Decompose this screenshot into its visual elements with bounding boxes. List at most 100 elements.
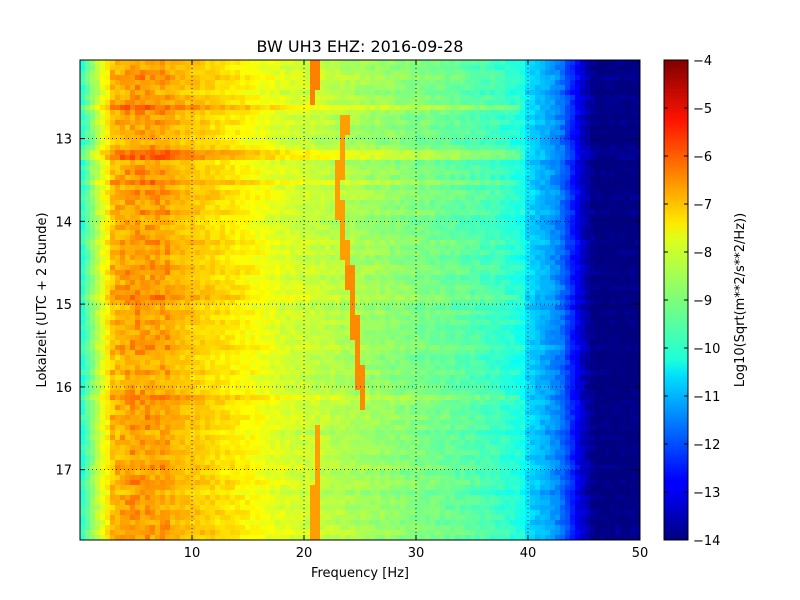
- heatmap-cell: [435, 135, 441, 141]
- heatmap-cell: [425, 85, 431, 91]
- heatmap-cell: [415, 220, 421, 226]
- heatmap-cell: [475, 225, 481, 231]
- heatmap-cell: [490, 235, 496, 241]
- heatmap-cell: [335, 130, 341, 136]
- heatmap-cell: [610, 100, 616, 106]
- heatmap-cell: [425, 175, 431, 181]
- heatmap-cell: [175, 175, 181, 181]
- heatmap-cell: [180, 185, 186, 191]
- heatmap-cell: [610, 110, 616, 116]
- heatmap-cell: [190, 265, 196, 271]
- heatmap-cell: [180, 255, 186, 261]
- heatmap-cell: [485, 75, 491, 81]
- heatmap-cell: [325, 160, 331, 166]
- heatmap-cell: [285, 105, 291, 111]
- heatmap-cell: [145, 205, 151, 211]
- heatmap-cell: [375, 130, 381, 136]
- heatmap-cell: [190, 110, 196, 116]
- heatmap-cell: [575, 265, 581, 271]
- heatmap-cell: [605, 260, 611, 266]
- heatmap-cell: [215, 95, 221, 101]
- heatmap-cell: [400, 245, 406, 251]
- heatmap-cell: [360, 85, 366, 91]
- heatmap-cell: [110, 185, 116, 191]
- heatmap-cell: [450, 225, 456, 231]
- heatmap-cell: [215, 120, 221, 126]
- heatmap-cell: [635, 260, 640, 266]
- heatmap-cell: [525, 140, 531, 146]
- heatmap-cell: [380, 255, 386, 261]
- heatmap-cell: [160, 75, 166, 81]
- heatmap-cell: [580, 225, 586, 231]
- heatmap-cell: [160, 175, 166, 181]
- heatmap-cell: [175, 115, 181, 121]
- heatmap-cell: [420, 200, 426, 206]
- heatmap-cell: [100, 115, 106, 121]
- heatmap-cell: [210, 145, 216, 151]
- heatmap-cell: [235, 150, 241, 156]
- heatmap-cell: [555, 190, 561, 196]
- heatmap-cell: [190, 240, 196, 246]
- heatmap-cell: [450, 150, 456, 156]
- heatmap-cell: [595, 110, 601, 116]
- heatmap-cell: [275, 250, 281, 256]
- heatmap-cell: [490, 130, 496, 136]
- heatmap-cell: [275, 150, 281, 156]
- heatmap-cell: [560, 165, 566, 171]
- heatmap-cell: [325, 85, 331, 91]
- heatmap-cell: [460, 245, 466, 251]
- heatmap-cell: [230, 70, 236, 76]
- heatmap-cell: [325, 170, 331, 176]
- heatmap-cell: [220, 90, 226, 96]
- heatmap-cell: [515, 240, 521, 246]
- heatmap-cell: [90, 265, 96, 271]
- heatmap-cell: [100, 170, 106, 176]
- heatmap-cell: [325, 270, 331, 276]
- heatmap-cell: [240, 225, 246, 231]
- heatmap-cell: [345, 80, 351, 86]
- heatmap-cell: [85, 190, 91, 196]
- heatmap-cell: [605, 210, 611, 216]
- heatmap-cell: [275, 245, 281, 251]
- heatmap-cell: [430, 160, 436, 166]
- heatmap-cell: [130, 75, 136, 81]
- heatmap-cell: [145, 195, 151, 201]
- heatmap-cell: [170, 80, 176, 86]
- heatmap-cell: [570, 260, 576, 266]
- heatmap-cell: [585, 190, 591, 196]
- heatmap-cell: [375, 60, 381, 66]
- heatmap-cell: [455, 220, 461, 226]
- heatmap-cell: [430, 65, 436, 71]
- heatmap-cell: [635, 110, 640, 116]
- heatmap-cell: [455, 165, 461, 171]
- heatmap-cell: [175, 200, 181, 206]
- heatmap-cell: [465, 205, 471, 211]
- heatmap-cell: [325, 195, 331, 201]
- heatmap-cell: [345, 215, 351, 221]
- heatmap-cell: [510, 150, 516, 156]
- heatmap-cell: [220, 65, 226, 71]
- heatmap-cell: [120, 275, 126, 281]
- heatmap-cell: [450, 120, 456, 126]
- heatmap-cell: [465, 70, 471, 76]
- heatmap-cell: [375, 145, 381, 151]
- heatmap-cell: [235, 200, 241, 206]
- heatmap-cell: [120, 90, 126, 96]
- heatmap-cell: [420, 240, 426, 246]
- heatmap-cell: [270, 70, 276, 76]
- heatmap-cell: [530, 250, 536, 256]
- heatmap-cell: [595, 70, 601, 76]
- heatmap-cell: [125, 90, 131, 96]
- heatmap-cell: [610, 270, 616, 276]
- heatmap-cell: [340, 190, 346, 196]
- heatmap-cell: [510, 110, 516, 116]
- heatmap-cell: [520, 165, 526, 171]
- heatmap-cell: [560, 90, 566, 96]
- heatmap-cell: [415, 110, 421, 116]
- heatmap-cell: [115, 220, 121, 226]
- heatmap-cell: [605, 110, 611, 116]
- heatmap-cell: [375, 75, 381, 81]
- heatmap-cell: [155, 220, 161, 226]
- heatmap-cell: [200, 170, 206, 176]
- heatmap-cell: [415, 175, 421, 181]
